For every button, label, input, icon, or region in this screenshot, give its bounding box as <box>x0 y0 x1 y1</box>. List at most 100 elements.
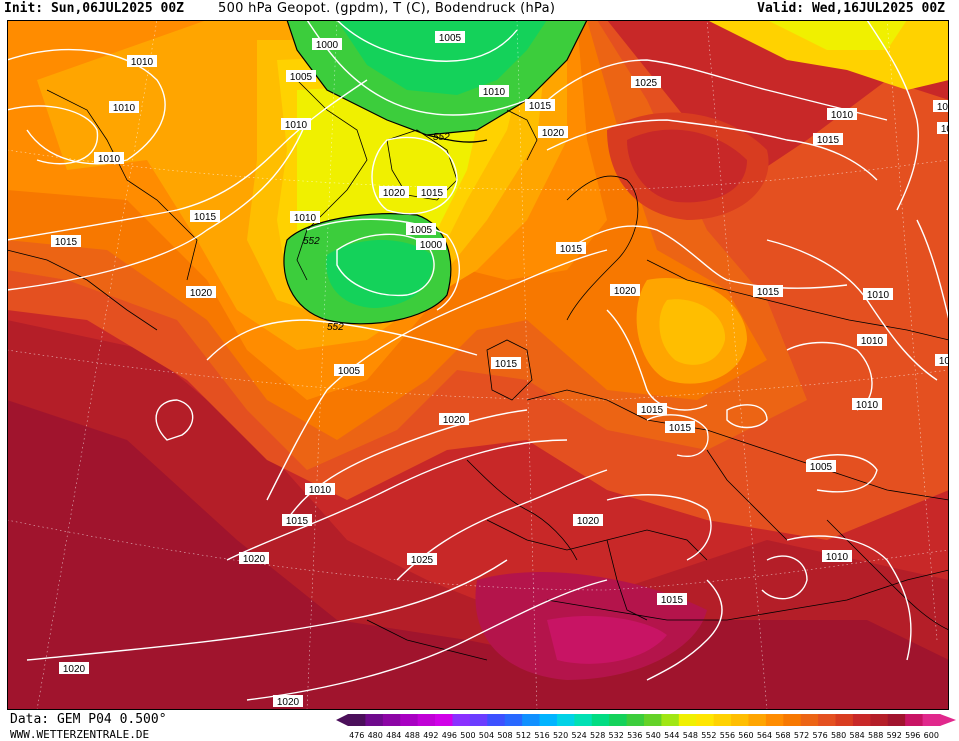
isobar-label-text: 1015 <box>55 237 78 248</box>
isobar-label: 1010 <box>305 483 335 496</box>
isobar-label-text: 1015 <box>194 212 217 223</box>
colorbar-tick-label: 544 <box>664 731 679 740</box>
isobar-label-text: 1020 <box>383 188 406 199</box>
isobar-label: 1020 <box>59 662 89 675</box>
isobar-label-text: 1010 <box>285 120 308 131</box>
isobar-label: 1010 <box>827 108 857 121</box>
colorbar-tick-label: 496 <box>442 731 457 740</box>
colorbar-tick-label: 536 <box>627 731 642 740</box>
isobar-label-text: 1020 <box>277 697 300 708</box>
colorbar-tick-label: 596 <box>905 731 920 740</box>
colorbar-swatch <box>504 714 523 726</box>
isobar-label: 1020 <box>538 126 568 139</box>
colorbar-swatch <box>731 714 749 726</box>
colorbar-tick-label: 508 <box>497 731 512 740</box>
isobar-label: 1015 <box>665 421 695 434</box>
isobar-label: 1010 <box>863 288 893 301</box>
isobar-label-text: 1015 <box>661 595 684 606</box>
isobar-label: 1015 <box>657 593 687 606</box>
isobar-label: 1015 <box>190 210 220 223</box>
isobar-label-text: 1005 <box>810 462 833 473</box>
weather-map: 1000 1005 1005 1010 1010 1010 1010 1015 1015 1020… <box>7 20 949 710</box>
isobar-label-text: 1010 <box>294 213 317 224</box>
isobar-label: 1015 <box>937 122 949 135</box>
isobar-label-text: 1010 <box>131 57 154 68</box>
colorbar-tick-label: 572 <box>794 731 809 740</box>
colorbar-swatch <box>644 714 662 726</box>
colorbar-swatch <box>678 714 697 726</box>
init-time: Init: Sun,06JUL2025 00Z <box>4 1 185 16</box>
isobar-label: 1000 <box>416 238 446 251</box>
valid-time: Valid: Wed,16JUL2025 00Z <box>757 1 945 16</box>
colorbar-swatch <box>417 714 436 726</box>
isobar-label: 1020 <box>186 286 216 299</box>
field-564-ce <box>659 299 726 365</box>
isobar-label-text: 1020 <box>542 128 565 139</box>
isobar-label: 1015 <box>525 99 555 112</box>
isobar-label-text: 1015 <box>286 516 309 527</box>
isobar-label: 1010 <box>127 55 157 68</box>
isobar-label-text: 1015 <box>421 188 444 199</box>
isobar-label: 1020 <box>439 413 469 426</box>
isobar-label-text: 1010 <box>861 336 884 347</box>
website-credit: WWW.WETTERZENTRALE.DE <box>10 728 150 741</box>
geopot-label: 552 <box>303 236 320 247</box>
isobar-label: 1015 <box>637 403 667 416</box>
colorbar-tick-label: 592 <box>887 731 902 740</box>
isobar-label: 1000 <box>312 38 342 51</box>
graticule <box>7 20 949 710</box>
isobar-label: 1015 <box>933 100 949 113</box>
colorbar-swatch <box>365 714 384 726</box>
colorbar-tick-label: 500 <box>460 731 475 740</box>
isobar-label-text: 1020 <box>243 554 266 565</box>
isobar-label-text: 1015 <box>495 359 518 370</box>
colorbar-tick-label: 484 <box>386 731 401 740</box>
colorbar-swatch <box>922 714 941 726</box>
colorbar-tick-label: 488 <box>405 731 420 740</box>
colorbar-swatch <box>435 714 453 726</box>
isobar-label-text: 1015 <box>757 287 780 298</box>
isobar-label: 1005 <box>806 460 836 473</box>
chart-title: 500 hPa Geopot. (gpdm), T (C), Bodendruc… <box>218 1 556 16</box>
colorbar-swatch <box>556 714 575 726</box>
geopot-label: 552 <box>433 132 450 143</box>
geopot-label: 552 <box>327 322 344 333</box>
colorbar-swatch <box>348 714 366 726</box>
colorbar-swatch <box>887 714 906 726</box>
colorbar-swatch <box>748 714 767 726</box>
isobar-label: 1020 <box>379 186 409 199</box>
isobar-label-text: 1010 <box>831 110 854 121</box>
colorbar-tick-label: 548 <box>683 731 698 740</box>
colorbar-tick-label: 556 <box>720 731 735 740</box>
colorbar-swatch <box>574 714 593 726</box>
isobar-label: 1015 <box>417 186 447 199</box>
isobar-label-text: 1000 <box>316 40 339 51</box>
colorbar-swatch <box>800 714 819 726</box>
isobar-label: 1020 <box>239 552 269 565</box>
colorbar-swatch <box>469 714 488 726</box>
isobar-label-text: 1020 <box>63 664 86 675</box>
colorbar-swatch <box>696 714 715 726</box>
colorbar-swatch <box>522 714 541 726</box>
isobar-label: 1015 <box>556 242 586 255</box>
colorbar-tick-label: 564 <box>757 731 772 740</box>
isobar-label-text: 1010 <box>113 103 136 114</box>
colorbar-tick-label: 568 <box>775 731 790 740</box>
colorbar-swatch <box>609 714 628 726</box>
isobar-label: 1010 <box>857 334 887 347</box>
field-588-scand <box>627 129 747 203</box>
isobar-label-text: 1010 <box>939 356 949 367</box>
isobar-label: 1005 <box>435 31 465 44</box>
colorbar-swatch <box>452 714 471 726</box>
field-544-iceland <box>326 240 433 308</box>
colorbar-swatch <box>713 714 732 726</box>
colorbar-swatch <box>591 714 610 726</box>
isobar-label-text: 1025 <box>411 555 434 566</box>
colorbar-swatch <box>487 714 506 726</box>
colorbar-swatch <box>765 714 784 726</box>
geopot-labels: 552 552 552 <box>303 132 450 333</box>
isobar-label: 1020 <box>273 695 303 708</box>
colorbar-tick-label: 540 <box>646 731 661 740</box>
isobar-label-text: 1015 <box>641 405 664 416</box>
isobar-label-text: 1015 <box>817 135 840 146</box>
